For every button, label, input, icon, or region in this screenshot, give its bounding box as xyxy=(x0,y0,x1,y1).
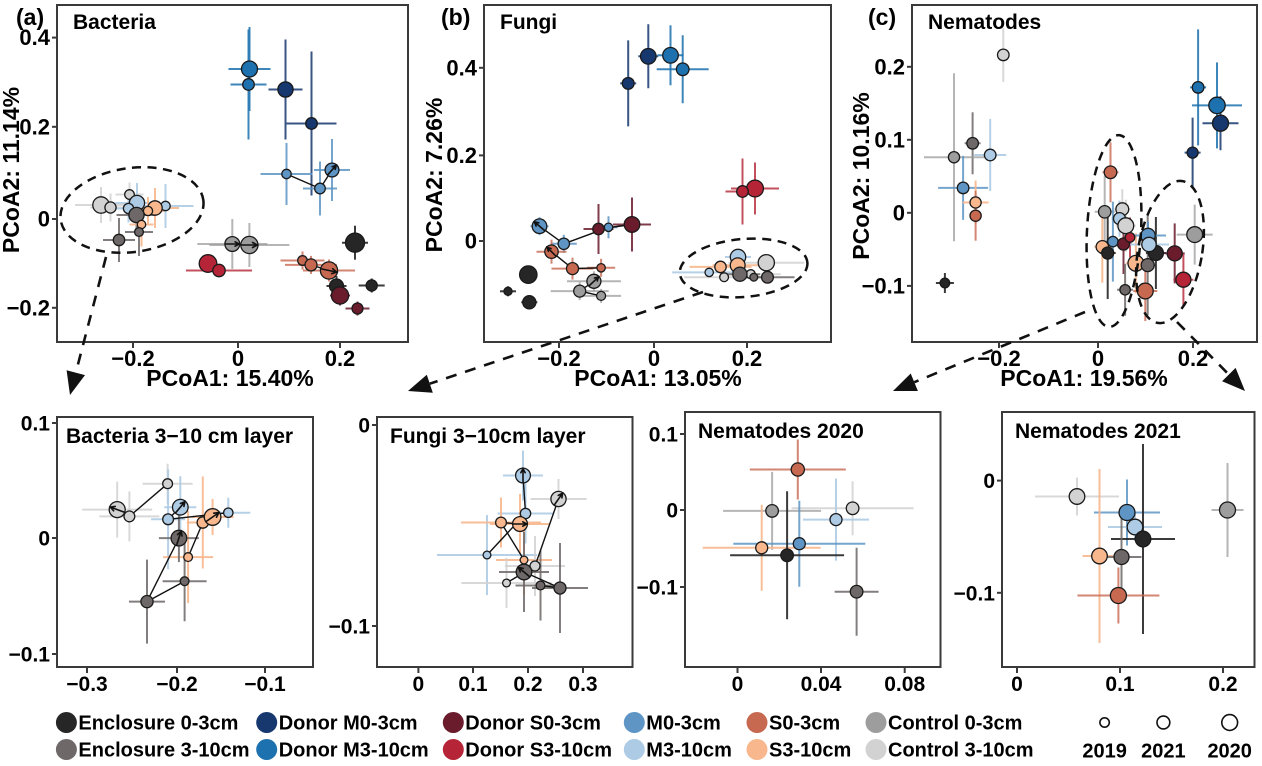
svg-text:Fungi 3−10cm layer: Fungi 3−10cm layer xyxy=(390,425,586,448)
svg-text:0.2: 0.2 xyxy=(513,673,542,696)
svg-text:0.2: 0.2 xyxy=(1208,673,1237,696)
svg-text:0: 0 xyxy=(648,346,660,371)
svg-text:−0.2: −0.2 xyxy=(7,295,50,320)
svg-text:PCoA1: 15.40%: PCoA1: 15.40% xyxy=(146,365,313,391)
svg-text:−0.2: −0.2 xyxy=(537,346,580,371)
svg-text:0: 0 xyxy=(1011,673,1023,696)
svg-text:0.1: 0.1 xyxy=(1105,673,1135,696)
svg-text:S0-3cm: S0-3cm xyxy=(769,713,840,735)
svg-text:0.3: 0.3 xyxy=(568,673,597,696)
svg-text:Donor S3-10cm: Donor S3-10cm xyxy=(465,740,612,762)
svg-text:2021: 2021 xyxy=(1141,741,1186,763)
svg-text:Bacteria: Bacteria xyxy=(73,11,156,34)
svg-text:0.2: 0.2 xyxy=(19,114,50,139)
svg-text:Donor S0-3cm: Donor S0-3cm xyxy=(465,713,601,735)
svg-text:Donor M3-10cm: Donor M3-10cm xyxy=(279,740,429,762)
svg-text:Donor M0-3cm: Donor M0-3cm xyxy=(279,713,418,735)
svg-text:(b): (b) xyxy=(441,4,470,30)
svg-text:0: 0 xyxy=(1092,346,1104,371)
svg-text:(a): (a) xyxy=(16,4,44,30)
svg-text:0: 0 xyxy=(232,346,244,371)
svg-text:Control 3-10cm: Control 3-10cm xyxy=(888,740,1034,762)
svg-text:0.1: 0.1 xyxy=(649,424,679,447)
svg-text:0.2: 0.2 xyxy=(874,54,905,79)
svg-text:−0.2: −0.2 xyxy=(111,346,154,371)
svg-text:2020: 2020 xyxy=(1207,741,1252,763)
svg-text:M0-3cm: M0-3cm xyxy=(646,713,720,735)
svg-text:0.1: 0.1 xyxy=(874,127,905,152)
svg-text:Nematodes 2020: Nematodes 2020 xyxy=(698,420,864,443)
svg-text:−0.1: −0.1 xyxy=(9,644,51,667)
svg-text:−0.2: −0.2 xyxy=(156,673,197,696)
svg-text:0.1: 0.1 xyxy=(21,413,51,436)
svg-text:0: 0 xyxy=(465,229,477,254)
svg-text:0.04: 0.04 xyxy=(801,673,842,696)
svg-text:S3-10cm: S3-10cm xyxy=(769,740,851,762)
svg-text:0: 0 xyxy=(983,470,995,493)
svg-text:0.2: 0.2 xyxy=(732,346,763,371)
svg-text:PCoA1: 13.05%: PCoA1: 13.05% xyxy=(574,365,741,391)
svg-text:−0.3: −0.3 xyxy=(66,673,107,696)
svg-text:PCoA1: 19.56%: PCoA1: 19.56% xyxy=(1000,365,1167,391)
svg-text:−0.1: −0.1 xyxy=(862,273,905,298)
svg-text:−0.1: −0.1 xyxy=(244,673,286,696)
svg-text:(c): (c) xyxy=(868,4,896,30)
svg-text:0: 0 xyxy=(38,528,50,551)
svg-text:0: 0 xyxy=(732,673,744,696)
svg-text:0.4: 0.4 xyxy=(19,25,50,50)
svg-text:Enclosure 0-3cm: Enclosure 0-3cm xyxy=(78,713,238,735)
svg-text:Control 0-3cm: Control 0-3cm xyxy=(888,713,1022,735)
svg-text:Nematodes: Nematodes xyxy=(928,11,1041,34)
svg-text:0: 0 xyxy=(666,500,678,523)
svg-text:0.2: 0.2 xyxy=(1178,346,1209,371)
svg-text:0: 0 xyxy=(38,207,50,232)
svg-text:−0.1: −0.1 xyxy=(954,582,996,605)
svg-text:Fungi: Fungi xyxy=(500,11,557,34)
svg-text:0: 0 xyxy=(358,415,370,438)
svg-text:Enclosure 3-10cm: Enclosure 3-10cm xyxy=(78,740,249,762)
svg-text:−0.2: −0.2 xyxy=(977,346,1020,371)
svg-text:2019: 2019 xyxy=(1082,741,1127,763)
svg-text:0.08: 0.08 xyxy=(884,673,925,696)
svg-text:0.2: 0.2 xyxy=(446,143,477,168)
svg-text:−0.1: −0.1 xyxy=(329,616,371,639)
svg-text:0.4: 0.4 xyxy=(446,55,477,80)
svg-text:−0.1: −0.1 xyxy=(637,577,679,600)
svg-text:0.2: 0.2 xyxy=(325,346,356,371)
svg-text:Bacteria 3−10 cm layer: Bacteria 3−10 cm layer xyxy=(66,425,293,448)
svg-text:0.1: 0.1 xyxy=(458,673,488,696)
svg-text:Nematodes 2021: Nematodes 2021 xyxy=(1015,420,1181,443)
svg-text:M3-10cm: M3-10cm xyxy=(646,740,732,762)
svg-text:PCoA2: 11.14%: PCoA2: 11.14% xyxy=(0,87,24,253)
svg-text:0: 0 xyxy=(893,200,905,225)
svg-text:PCoA2: 10.16%: PCoA2: 10.16% xyxy=(848,92,874,259)
svg-text:PCoA2: 7.26%: PCoA2: 7.26% xyxy=(421,98,447,253)
svg-text:0: 0 xyxy=(413,673,425,696)
